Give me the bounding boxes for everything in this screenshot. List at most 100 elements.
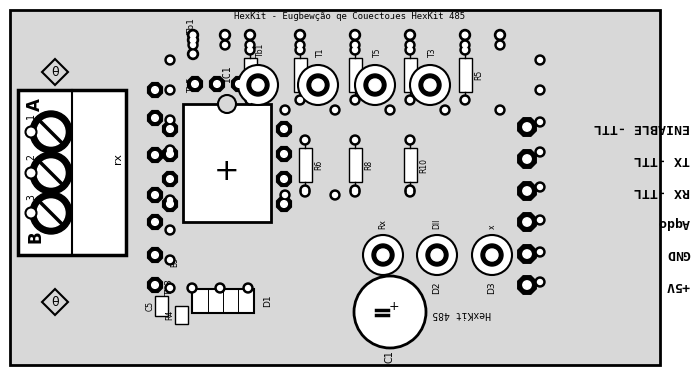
Text: 2: 2 (26, 154, 36, 160)
Circle shape (190, 286, 195, 290)
Text: B5: B5 (170, 257, 179, 267)
Circle shape (295, 95, 305, 105)
Circle shape (282, 108, 288, 112)
Circle shape (537, 120, 543, 124)
Text: HexKit 485: HexKit 485 (432, 309, 491, 319)
Text: R3: R3 (364, 70, 373, 80)
Circle shape (281, 201, 287, 207)
Text: Tb5: Tb5 (188, 77, 197, 93)
Circle shape (537, 57, 543, 63)
Polygon shape (147, 215, 163, 229)
Polygon shape (147, 148, 163, 162)
Circle shape (152, 152, 158, 158)
Circle shape (407, 98, 413, 102)
Bar (349, 58, 362, 92)
Polygon shape (254, 77, 268, 91)
Circle shape (247, 32, 253, 38)
Circle shape (297, 43, 302, 47)
Polygon shape (147, 188, 163, 202)
Circle shape (167, 258, 172, 262)
Circle shape (307, 74, 329, 96)
Circle shape (188, 48, 199, 60)
Circle shape (245, 95, 255, 105)
Circle shape (281, 151, 287, 157)
Text: Tb1: Tb1 (188, 18, 197, 36)
Circle shape (405, 187, 415, 197)
Circle shape (167, 201, 173, 207)
Circle shape (523, 281, 531, 289)
Circle shape (190, 37, 196, 43)
Circle shape (405, 45, 415, 55)
Circle shape (537, 279, 543, 285)
Bar (404, 58, 417, 92)
Text: Aqdo: Aqdo (658, 215, 690, 229)
Circle shape (352, 98, 357, 102)
Text: B: B (26, 231, 44, 243)
Text: x: x (487, 225, 496, 229)
Circle shape (302, 189, 307, 195)
Circle shape (213, 81, 220, 87)
Text: C5: C5 (145, 301, 154, 311)
Circle shape (388, 108, 393, 112)
Circle shape (407, 47, 413, 53)
Circle shape (419, 74, 441, 96)
Circle shape (405, 135, 415, 145)
Circle shape (363, 235, 403, 275)
Text: C1: C1 (385, 350, 395, 363)
Text: R4: R4 (419, 70, 428, 80)
Text: R5: R5 (474, 70, 483, 80)
Text: θ: θ (51, 65, 59, 78)
Circle shape (167, 87, 172, 92)
Text: θ: θ (51, 296, 59, 309)
Polygon shape (518, 182, 537, 200)
Text: D2: D2 (432, 281, 441, 293)
Circle shape (369, 79, 381, 91)
Bar (175, 306, 188, 324)
Bar (459, 58, 472, 92)
Text: 3: 3 (26, 194, 36, 200)
Circle shape (440, 105, 450, 115)
Circle shape (405, 95, 415, 105)
Circle shape (495, 40, 505, 50)
Circle shape (152, 115, 158, 121)
Circle shape (190, 51, 196, 57)
Text: D1: D1 (263, 295, 272, 307)
Bar (244, 58, 257, 92)
Circle shape (535, 182, 545, 192)
Circle shape (280, 190, 290, 200)
Circle shape (302, 188, 307, 192)
Circle shape (535, 215, 545, 225)
Polygon shape (277, 196, 291, 211)
Circle shape (258, 81, 264, 87)
Circle shape (26, 127, 37, 138)
Polygon shape (277, 147, 291, 161)
Circle shape (410, 65, 450, 105)
Circle shape (523, 123, 531, 131)
Circle shape (165, 255, 175, 265)
Bar (155, 296, 168, 316)
Circle shape (188, 40, 198, 50)
Circle shape (330, 105, 340, 115)
Circle shape (537, 149, 543, 155)
Circle shape (37, 199, 65, 227)
Circle shape (167, 198, 172, 202)
Circle shape (167, 286, 172, 290)
Text: Tb3: Tb3 (165, 280, 174, 296)
Circle shape (30, 192, 72, 234)
Text: HexKit - Euɡbewção qe Couectoɹes HexKit 485: HexKit - Euɡbewção qe Couectoɹes HexKit … (234, 12, 466, 21)
Circle shape (192, 81, 198, 87)
Circle shape (350, 135, 360, 145)
Circle shape (247, 74, 269, 96)
Circle shape (462, 47, 468, 53)
Polygon shape (518, 150, 537, 168)
Circle shape (350, 45, 360, 55)
Circle shape (167, 126, 173, 132)
Bar (294, 58, 307, 92)
Circle shape (537, 87, 543, 92)
Text: D3: D3 (487, 281, 496, 294)
Bar (349, 148, 362, 182)
Circle shape (460, 45, 470, 55)
Circle shape (152, 192, 158, 198)
Circle shape (462, 43, 468, 47)
Circle shape (372, 244, 394, 266)
